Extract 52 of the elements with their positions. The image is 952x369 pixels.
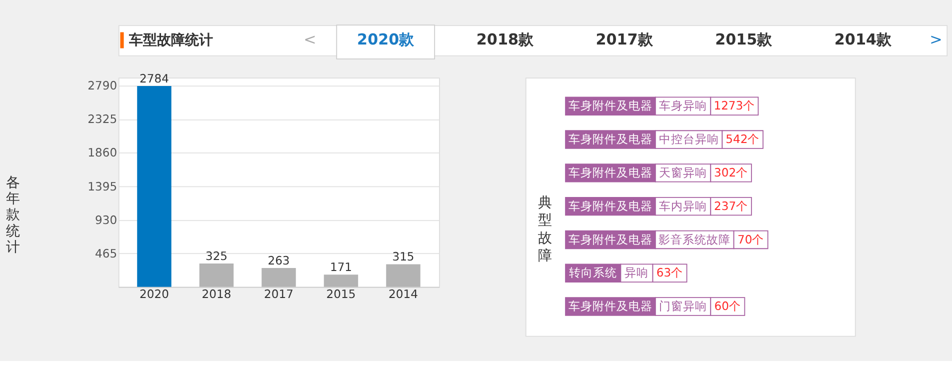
text: > [930, 30, 942, 49]
text: 2018款 [476, 30, 534, 49]
text: 2020款 [357, 30, 416, 49]
x-tick-label: 2015 [326, 287, 356, 302]
bar [262, 268, 296, 287]
data-label: 2784 [140, 71, 169, 86]
data-label: 237个 [714, 198, 748, 213]
data-label: 315 [392, 250, 414, 264]
text: 车身附件及电器 [568, 98, 652, 113]
x-tick-label: 2017 [264, 287, 294, 302]
y-tick-label: 1860 [88, 146, 118, 160]
text: 典型故障 [538, 194, 552, 264]
data-label: 263 [268, 253, 290, 268]
data-label: 1273个 [714, 98, 756, 113]
y-tick-label: 2790 [88, 78, 118, 93]
bar [324, 274, 358, 287]
category-label: 车身异响 [659, 98, 708, 113]
data-label: 171 [330, 260, 352, 274]
x-tick-label: 2018 [202, 287, 232, 302]
text: < [304, 30, 316, 49]
text: 转向系统 [569, 266, 618, 280]
x-tick-label: 2014 [388, 287, 418, 302]
y-tick-label: 930 [95, 212, 118, 227]
data-label: 542个 [726, 132, 760, 146]
text: 车身附件及电器 [568, 132, 652, 146]
y-axis-title: 各年款统计 [6, 175, 20, 256]
data-label: 302个 [714, 165, 748, 180]
data-label: 70个 [737, 232, 764, 246]
text: 车身附件及电器 [568, 165, 652, 180]
data-label: 60个 [714, 299, 742, 314]
text: 车身附件及电器 [568, 299, 652, 314]
bar [137, 86, 172, 287]
text: 2014款 [834, 30, 892, 49]
data-label: 325 [205, 248, 228, 263]
category-label: 车内异响 [659, 198, 708, 213]
chart-title: 车型故障统计 [128, 32, 214, 49]
category-label: 天窗异响 [659, 165, 708, 180]
category-label: 中控台异响 [658, 132, 719, 146]
category-label: 影音系统故障 [658, 232, 731, 246]
bar [386, 264, 420, 287]
text: 车身附件及电器 [568, 232, 652, 246]
bar [199, 263, 234, 287]
data-label: 63个 [656, 266, 684, 280]
y-tick-label: 1395 [88, 179, 118, 194]
y-tick-label: 2325 [88, 112, 118, 126]
text: 2017款 [596, 30, 654, 49]
category-label: 异响 [624, 266, 649, 280]
text: 车身附件及电器 [568, 198, 652, 213]
x-tick-label: 2020 [140, 287, 169, 302]
y-tick-label: 465 [95, 246, 118, 260]
category-label: 门窗异响 [659, 299, 708, 314]
text: 2015款 [715, 30, 774, 49]
